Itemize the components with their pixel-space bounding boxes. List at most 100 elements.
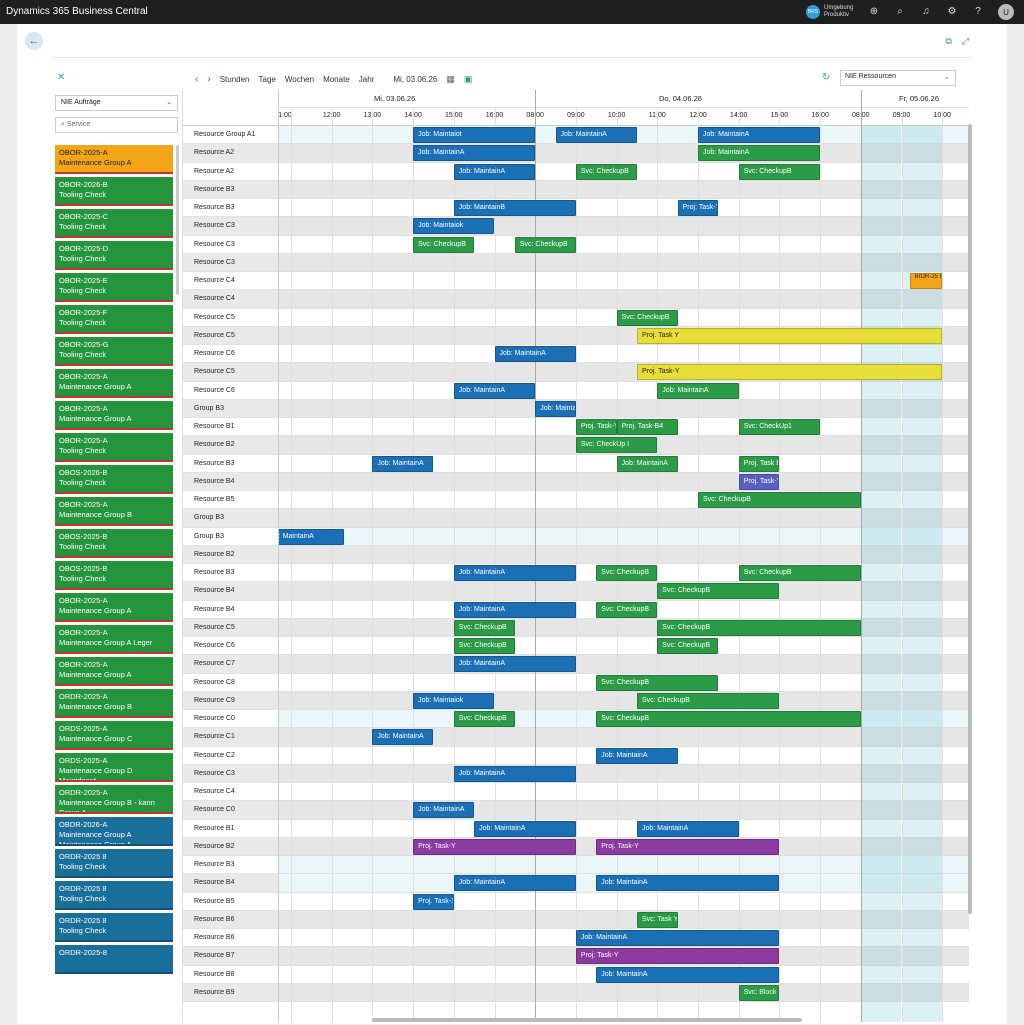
task-bar[interactable]: Svc: Task Y [636, 911, 678, 928]
order-card[interactable]: OBOS-2025-B Tooling Check [55, 529, 173, 558]
search-icon[interactable]: ⌕ [897, 6, 903, 17]
task-bar[interactable]: Job: MaintainA [494, 346, 576, 362]
task-bar[interactable]: Job: MaintainA [636, 820, 739, 837]
task-bar[interactable]: Job: Maintaiok [413, 692, 495, 709]
task-bar[interactable]: Job: MaintainA [575, 930, 780, 946]
resource-name[interactable]: Resource B9 [183, 983, 278, 1002]
task-bar[interactable]: Job: MaintainB [453, 200, 576, 216]
resource-name[interactable]: Group B3 [183, 399, 278, 418]
excel-icon[interactable]: ▣ [463, 73, 473, 84]
order-card[interactable]: OBOS-2026-B Tooling Check [55, 465, 173, 494]
task-bar[interactable]: Job: MaintainA [453, 565, 576, 581]
back-button[interactable]: ← [25, 32, 43, 50]
timeline-row[interactable] [279, 601, 969, 619]
resource-name[interactable]: Group B3 [183, 528, 278, 546]
task-bar[interactable]: Svc: CheckUp I [575, 437, 658, 454]
close-icon[interactable]: ✕ [57, 72, 66, 83]
task-bar[interactable]: Job: MaintainA [372, 455, 434, 472]
task-bar[interactable]: Job: MaintainA [474, 820, 576, 837]
order-card[interactable]: OBOR-2025-A Maintenance Group B [55, 497, 173, 526]
resource-name[interactable]: Resource C5 [183, 363, 278, 382]
resource-name[interactable]: Resource C5 [183, 326, 278, 345]
resource-name[interactable]: Resource B4 [183, 601, 278, 619]
company-text[interactable]: Umgebung Produktiv [824, 5, 854, 19]
resource-name[interactable]: Resource C3 [183, 764, 278, 783]
timeline-row[interactable] [279, 163, 969, 181]
task-bar[interactable]: Job: MaintainA [596, 747, 678, 764]
task-bar[interactable]: Svc: CheckupB [657, 638, 719, 654]
bell-icon[interactable]: ♫ [922, 6, 930, 17]
task-bar[interactable]: Svc: CheckupB [738, 565, 861, 581]
task-bar[interactable]: Job: MaintainA [372, 729, 434, 746]
task-bar[interactable]: Proj: Task-Y [677, 200, 719, 216]
order-card[interactable]: ORDS-2025-A Maintenance Group C [55, 721, 173, 750]
horizontal-scrollbar[interactable] [372, 1018, 802, 1022]
task-bar[interactable]: Svc: CheckupB [596, 601, 658, 618]
task-bar[interactable]: Job: MaintainA [657, 382, 739, 399]
resource-name[interactable]: Resource C8 [183, 674, 278, 692]
resource-name[interactable]: Resource Group A1 [183, 126, 278, 145]
task-bar[interactable]: Svc: CheckupB [575, 163, 637, 180]
task-bar[interactable]: Job: MaintainA [453, 656, 576, 673]
order-card[interactable]: OBOS-2025-B Tooling Check [55, 561, 173, 590]
task-bar[interactable]: Job: MaintainA [413, 802, 475, 819]
timeline-row[interactable] [279, 472, 969, 491]
order-card[interactable]: OBOR-2026-B Tooling Check [55, 177, 173, 206]
task-bar[interactable]: Job: MaintainA [453, 382, 536, 399]
order-card[interactable]: ORDR-2025 8 Tooling Check [55, 913, 173, 942]
timeline-row[interactable] [279, 545, 969, 564]
timeline-row[interactable] [279, 983, 969, 1002]
unit-year[interactable]: Jahr [358, 74, 375, 84]
order-card[interactable]: ORDR-2025-A Maintenance Group B [55, 689, 173, 718]
resource-name[interactable]: Resource B3 [183, 455, 278, 473]
task-bar[interactable]: Proj. Task-Y [575, 419, 617, 435]
resource-name[interactable]: Resource C6 [183, 345, 278, 364]
task-bar[interactable]: Svc: CheckupB [453, 711, 515, 727]
resource-name[interactable]: Resource C6 [183, 382, 278, 400]
resource-name[interactable]: Resource B4 [183, 582, 278, 601]
task-bar[interactable]: Proj. Task-1 [413, 893, 454, 910]
task-bar[interactable]: Job: MaintainA [596, 966, 780, 983]
task-bar[interactable]: Proj. Task-Y [636, 364, 943, 381]
refresh-icon[interactable]: ↻ [822, 72, 831, 83]
timeline-row[interactable] [279, 309, 969, 327]
order-card[interactable]: OBOR-2025-F Tooling Check [55, 305, 173, 334]
timeline-row[interactable] [279, 455, 969, 473]
timeline-row[interactable] [279, 509, 969, 528]
next-icon[interactable]: › [207, 73, 211, 85]
timeline-row[interactable] [279, 418, 969, 437]
orders-scrollbar[interactable] [176, 145, 179, 295]
resource-name[interactable]: Resource C3 [183, 217, 278, 236]
task-bar[interactable]: Job: MaintainA [616, 455, 678, 472]
unit-days[interactable]: Tage [258, 74, 276, 84]
timeline-row[interactable] [279, 399, 969, 418]
task-bar[interactable]: Svc: CheckupB [596, 674, 719, 691]
timeline-row[interactable] [279, 236, 969, 254]
resource-name[interactable]: Resource C3 [183, 236, 278, 254]
resource-name[interactable]: Resource C0 [183, 710, 278, 729]
order-card[interactable]: OBOR-2025-G Tooling Check [55, 337, 173, 366]
resource-name[interactable]: Resource B3 [183, 564, 278, 583]
order-card[interactable]: OBOR-2025-A Maintenance Group A [55, 657, 173, 686]
task-bar[interactable]: Job: MaintainA [279, 528, 344, 545]
task-bar[interactable]: Job: MaintainA [698, 145, 821, 162]
resource-name[interactable]: Resource C3 [183, 253, 278, 272]
resource-name[interactable]: Resource C6 [183, 637, 278, 656]
unit-hours[interactable]: Stunden [219, 74, 250, 84]
order-filter-select[interactable]: NIE Aufträge ⌄ [55, 95, 178, 111]
task-bar[interactable]: Job: MaintainA [698, 127, 821, 143]
order-card[interactable]: OBDR-2026-A Maintenance Group A Maintenan… [55, 817, 173, 846]
task-bar[interactable]: BrDR-25 Rosodon [909, 273, 943, 289]
resource-name[interactable]: Resource C4 [183, 783, 278, 802]
resource-name[interactable]: Resource B5 [183, 893, 278, 911]
resource-name[interactable]: Resource A2 [183, 163, 278, 181]
timeline-row[interactable] [279, 253, 969, 272]
task-bar[interactable]: Job: MaintainA [453, 163, 536, 180]
resource-name[interactable]: Resource B2 [183, 837, 278, 856]
order-card[interactable]: OBOR-2025-A Maintenance Group A [55, 145, 173, 174]
resource-name[interactable]: Resource C7 [183, 655, 278, 674]
order-card[interactable]: OBOR-2025-D Tooling Check [55, 241, 173, 270]
resource-name[interactable]: Resource C1 [183, 728, 278, 747]
copilot-icon[interactable]: ⊕ [869, 6, 879, 17]
task-bar[interactable]: Job: MaintainA [535, 400, 576, 417]
